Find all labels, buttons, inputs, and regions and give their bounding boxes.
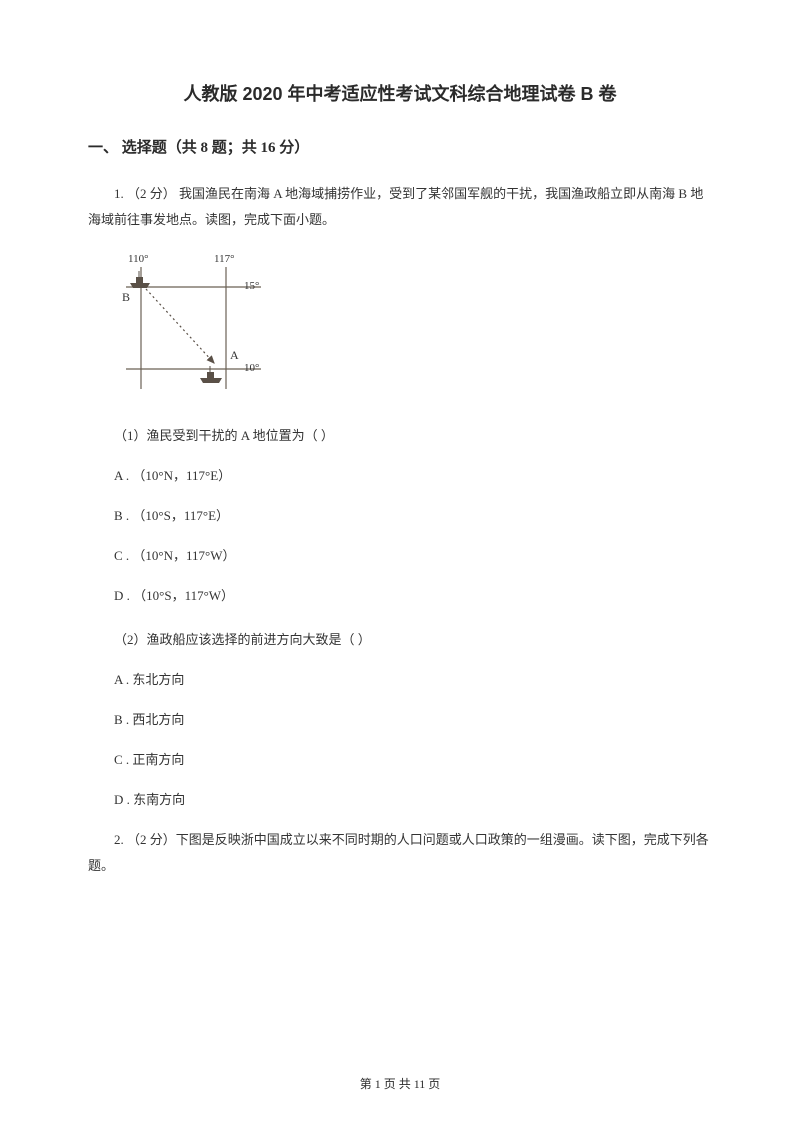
svg-text:B: B <box>122 290 130 304</box>
svg-text:A: A <box>230 348 239 362</box>
q1-sub2-prompt: （2）渔政船应该选择的前进方向大致是（ ） <box>88 627 712 653</box>
document-title: 人教版 2020 年中考适应性考试文科综合地理试卷 B 卷 <box>88 80 712 106</box>
q2-stem: 2. （2 分）下图是反映浙中国成立以来不同时期的人口问题或人口政策的一组漫画。… <box>88 827 712 879</box>
svg-text:117°: 117° <box>214 253 235 265</box>
q1-sub2-option-d: D . 东南方向 <box>88 787 712 813</box>
q1-sub1-option-a: A . （10°N，117°E） <box>88 463 712 489</box>
q1-stem: 1. （2 分） 我国渔民在南海 A 地海域捕捞作业，受到了某邻国军舰的干扰，我… <box>88 181 712 233</box>
svg-text:10°: 10° <box>244 362 259 374</box>
q1-sub1-prompt: （1）渔民受到干扰的 A 地位置为（ ） <box>88 423 712 449</box>
q1-sub2-option-c: C . 正南方向 <box>88 747 712 773</box>
q1-figure: 110° 117° 15° 10° B A <box>116 249 266 399</box>
q1-sub1-option-c: C . （10°N，117°W） <box>88 543 712 569</box>
page-footer: 第 1 页 共 11 页 <box>0 1075 800 1092</box>
q1-sub1-option-d: D . （10°S，117°W） <box>88 583 712 609</box>
svg-text:15°: 15° <box>244 280 259 292</box>
q1-sub1-option-b: B . （10°S，117°E） <box>88 503 712 529</box>
section-header: 一、 选择题（共 8 题；共 16 分） <box>88 136 712 157</box>
q1-sub2-option-b: B . 西北方向 <box>88 707 712 733</box>
q1-sub2-option-a: A . 东北方向 <box>88 667 712 693</box>
page-content: 人教版 2020 年中考适应性考试文科综合地理试卷 B 卷 一、 选择题（共 8… <box>0 0 800 935</box>
svg-text:110°: 110° <box>128 253 149 265</box>
